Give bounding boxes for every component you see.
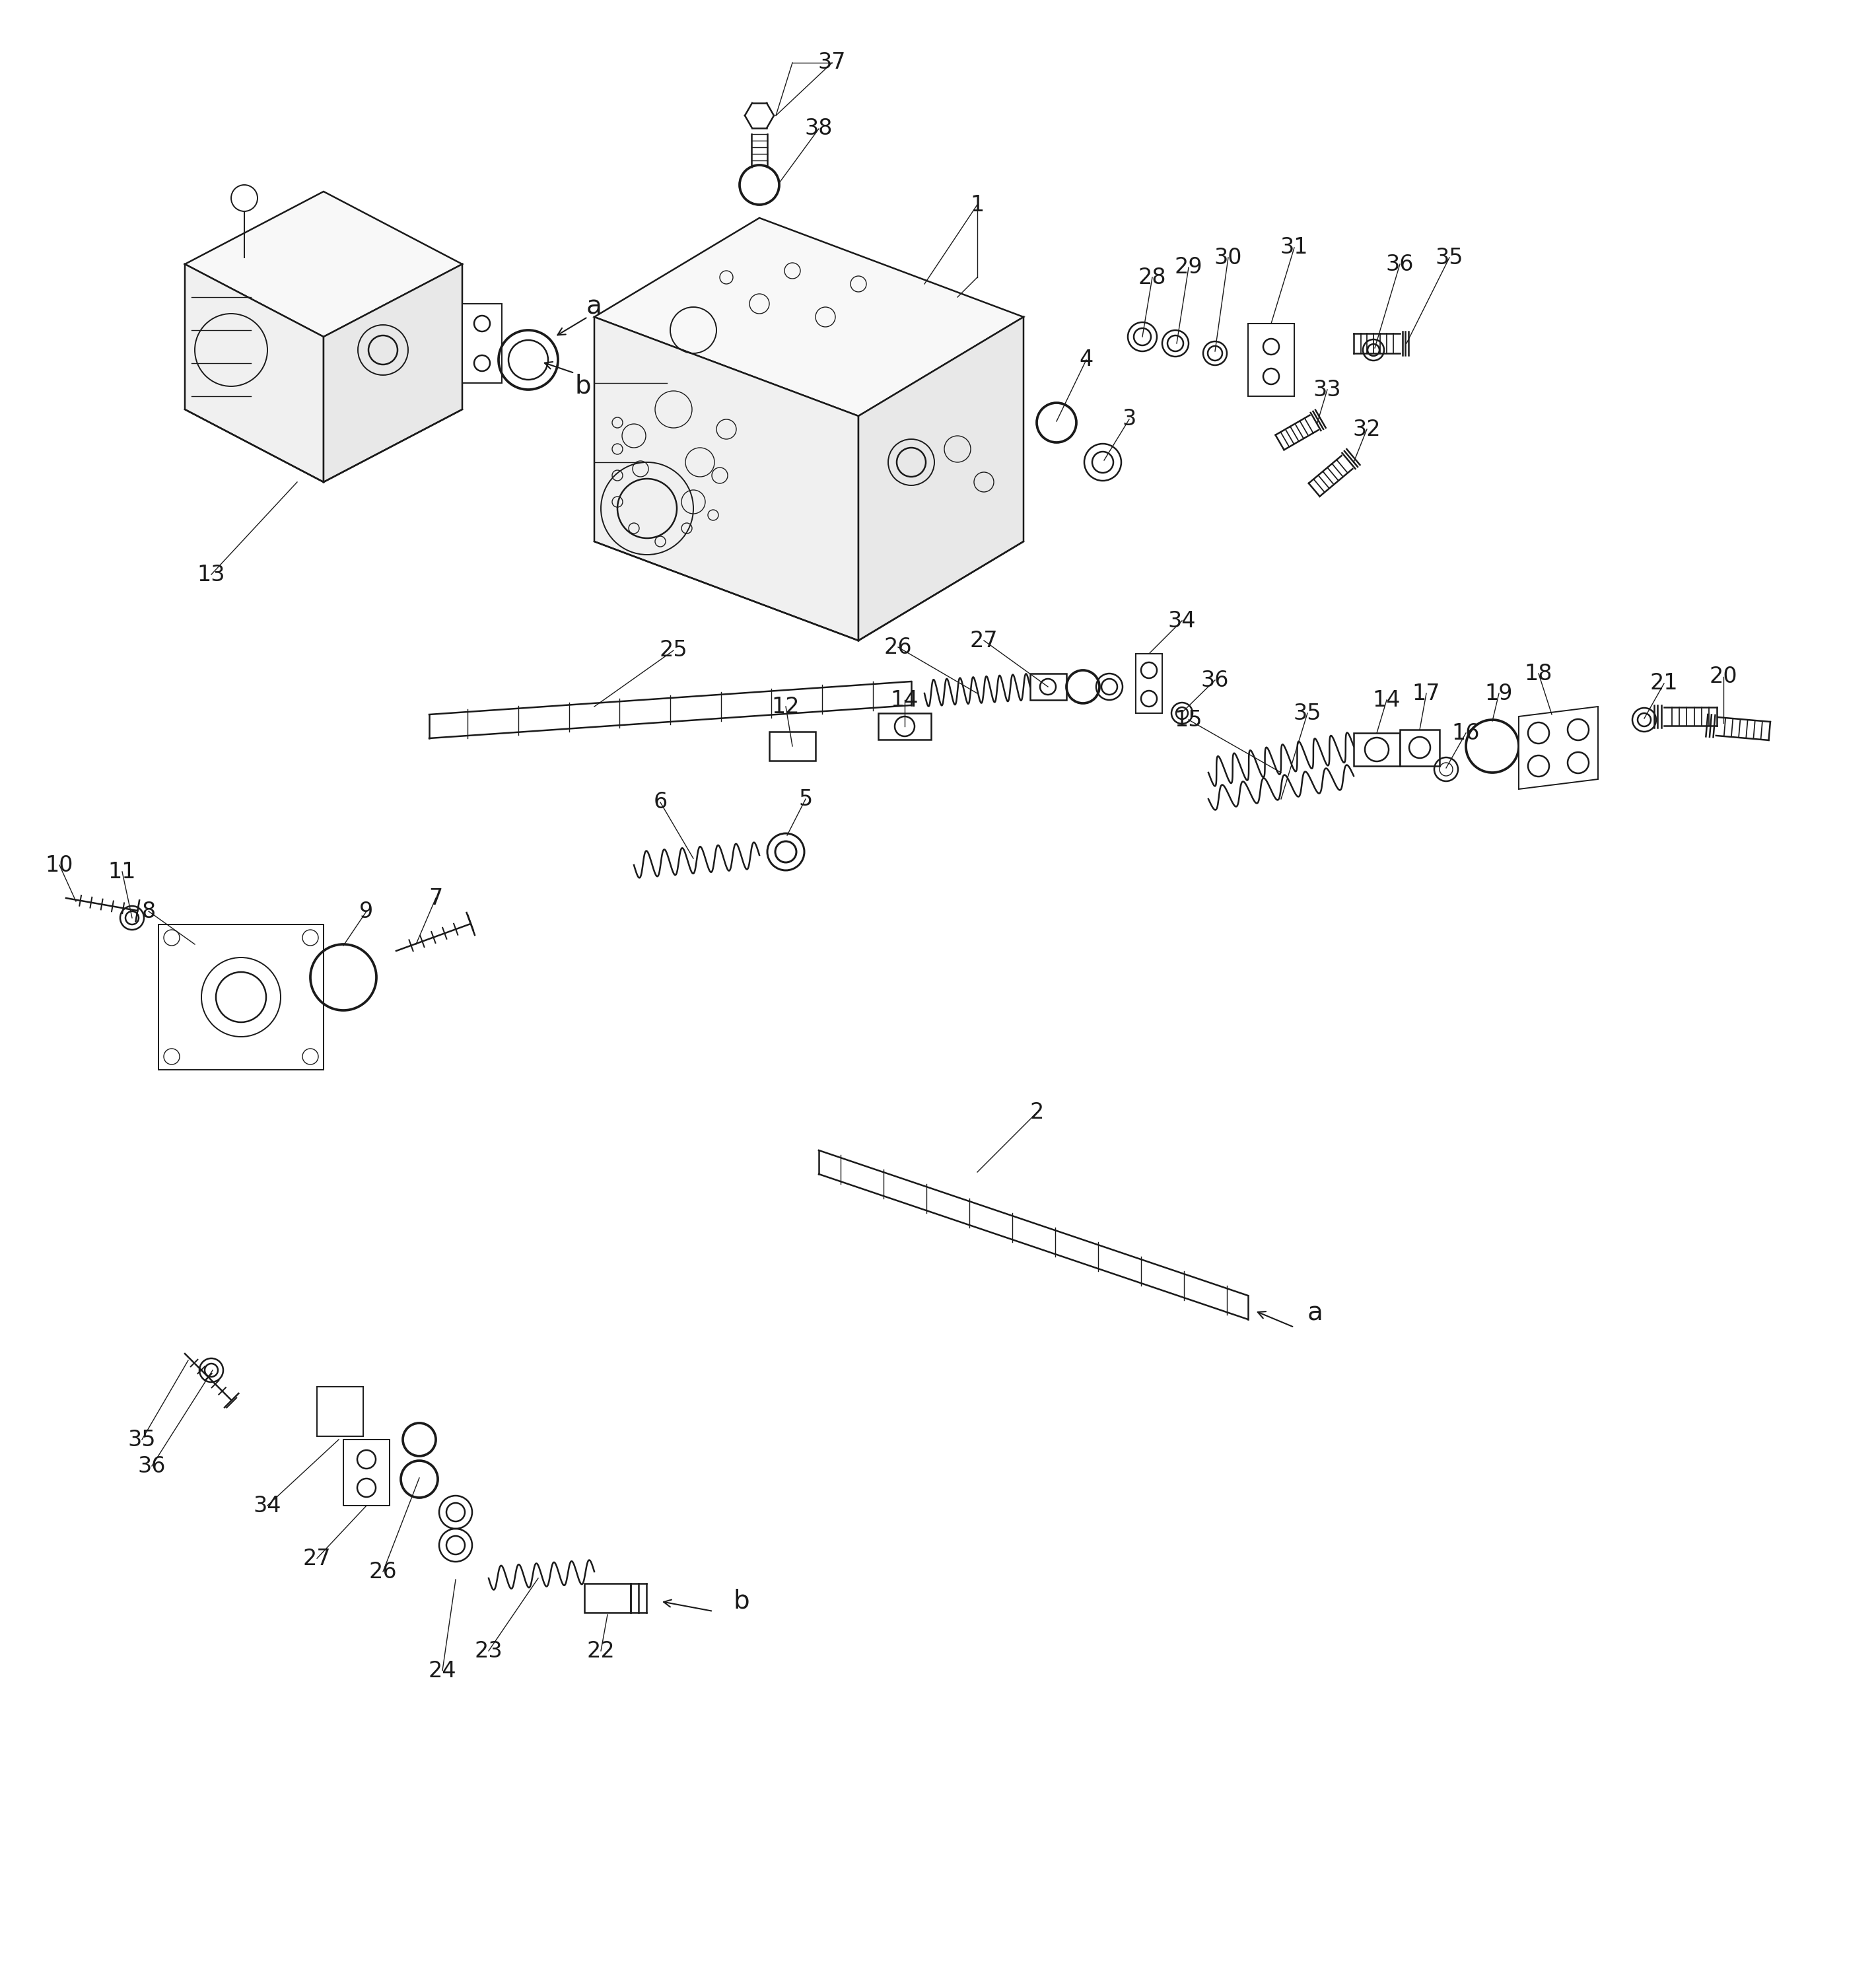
Bar	[878, 713, 930, 740]
Bar	[769, 732, 816, 760]
Text: 2: 2	[1030, 1102, 1043, 1124]
Text: 23: 23	[475, 1640, 503, 1661]
Text: 30: 30	[1214, 246, 1242, 268]
Bar	[585, 1584, 630, 1612]
Text: 32: 32	[1353, 419, 1381, 441]
Text: 16: 16	[1452, 723, 1480, 744]
Polygon shape	[186, 264, 323, 482]
Text: 4: 4	[1079, 349, 1094, 371]
Text: 15: 15	[1174, 709, 1203, 730]
Bar	[1399, 730, 1439, 766]
Text: 34: 34	[253, 1495, 281, 1517]
Text: 36: 36	[1386, 254, 1415, 276]
Bar	[158, 925, 323, 1070]
Polygon shape	[317, 1388, 364, 1437]
Text: 37: 37	[818, 52, 846, 73]
Text: 10: 10	[45, 854, 73, 875]
Text: 14: 14	[1373, 689, 1401, 711]
Bar	[1354, 732, 1399, 766]
Text: 7: 7	[430, 887, 443, 909]
Text: 13: 13	[197, 564, 225, 586]
Text: 34: 34	[1169, 609, 1197, 631]
Text: 12: 12	[771, 695, 799, 717]
Polygon shape	[595, 218, 1024, 417]
Text: 27: 27	[302, 1548, 330, 1570]
Polygon shape	[1520, 707, 1598, 790]
Text: 14: 14	[891, 689, 919, 711]
Text: 9: 9	[360, 901, 373, 923]
Text: b: b	[574, 373, 591, 399]
Polygon shape	[595, 318, 859, 641]
Polygon shape	[323, 264, 461, 482]
Circle shape	[231, 185, 257, 210]
Polygon shape	[186, 191, 461, 337]
Text: 22: 22	[587, 1640, 615, 1661]
Text: 38: 38	[805, 117, 833, 139]
Text: 26: 26	[370, 1560, 398, 1582]
Text: 18: 18	[1525, 663, 1553, 685]
Text: 20: 20	[1709, 665, 1737, 687]
Polygon shape	[1135, 653, 1163, 713]
Text: 25: 25	[660, 639, 688, 661]
Text: 36: 36	[137, 1455, 165, 1477]
Text: 3: 3	[1122, 409, 1137, 431]
Polygon shape	[343, 1439, 390, 1505]
Text: a: a	[587, 294, 602, 320]
Text: 5: 5	[799, 788, 812, 810]
Text: 26: 26	[884, 637, 912, 659]
Text: 6: 6	[653, 792, 668, 814]
Text: a: a	[1308, 1300, 1323, 1326]
Text: 1: 1	[970, 195, 985, 216]
Text: 36: 36	[1201, 669, 1229, 691]
Text: 35: 35	[1435, 246, 1463, 268]
Text: 29: 29	[1174, 256, 1203, 278]
Text: 8: 8	[141, 901, 156, 923]
Text: 35: 35	[1293, 703, 1321, 725]
Polygon shape	[1248, 324, 1294, 397]
Text: 11: 11	[109, 861, 137, 883]
Text: 24: 24	[428, 1659, 456, 1681]
Text: 28: 28	[1139, 266, 1167, 288]
Polygon shape	[859, 318, 1024, 641]
Text: 31: 31	[1279, 236, 1308, 258]
Text: 19: 19	[1486, 683, 1512, 705]
Text: 17: 17	[1413, 683, 1441, 705]
Text: 21: 21	[1651, 673, 1679, 695]
Text: 35: 35	[128, 1429, 156, 1451]
Text: b: b	[734, 1588, 749, 1614]
Bar	[1030, 673, 1066, 701]
Text: 33: 33	[1313, 379, 1341, 401]
Bar	[461, 304, 503, 383]
Text: 27: 27	[970, 629, 998, 651]
